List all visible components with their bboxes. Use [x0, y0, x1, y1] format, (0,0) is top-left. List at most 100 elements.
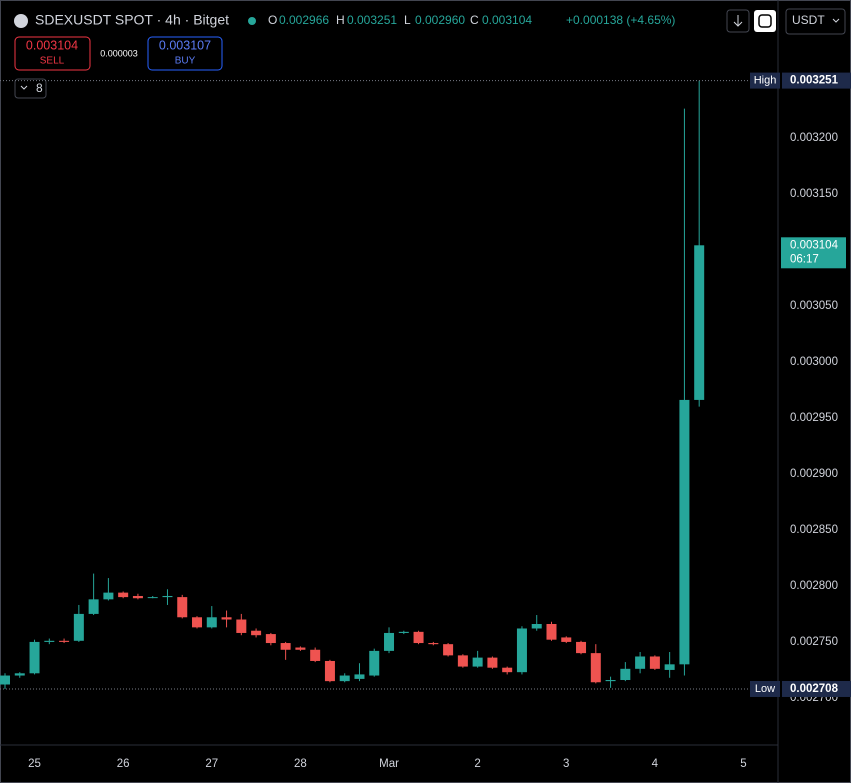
candle-body [44, 640, 55, 642]
candle-body [280, 643, 291, 650]
reset-icon [758, 14, 772, 28]
x-tick-label: 25 [28, 758, 41, 770]
indicator-count: 8 [36, 81, 43, 95]
marker-tag [750, 72, 780, 89]
candle-body [694, 245, 705, 400]
candle-body [487, 657, 498, 668]
candle-body [398, 631, 409, 633]
x-tick-label: 27 [205, 758, 218, 770]
symbol[interactable]: SDEXUSDT SPOT · 4h · Bitget [35, 12, 229, 28]
candle-body [177, 597, 188, 618]
candle-body [162, 595, 173, 598]
y-tick-label: 0.003000 [790, 356, 838, 368]
marker-value: 0.003251 [790, 75, 839, 87]
buy-price: 0.003107 [159, 38, 211, 52]
candle-body [192, 617, 203, 628]
x-tick-label: 5 [740, 758, 746, 770]
x-tick-label: 4 [652, 758, 659, 770]
candle-body [649, 656, 660, 669]
symbol-icon [14, 14, 28, 28]
sell-price: 0.003104 [26, 38, 78, 52]
ohlc-value: 0.002966 [279, 13, 329, 27]
candle-body [103, 592, 114, 600]
candle-body [339, 675, 350, 682]
ohlc-key: L [404, 13, 411, 27]
y-tick-label: 0.003050 [790, 300, 838, 312]
ohlc-key: H [336, 13, 345, 27]
indicator-toggle[interactable] [14, 78, 47, 99]
ohlc-value: 0.003104 [482, 13, 532, 27]
candle-body [73, 613, 84, 641]
candle-body [236, 619, 247, 633]
candle-body [206, 617, 217, 628]
candle-body [457, 655, 468, 667]
candle-body [576, 641, 587, 654]
candle-body [147, 597, 158, 599]
candle-body [369, 650, 380, 676]
candle-body [265, 634, 276, 644]
currency: USDT [792, 13, 825, 27]
candle-body [29, 641, 40, 674]
candle-body [502, 667, 513, 673]
y-tick-label: 0.002900 [790, 468, 838, 480]
countdown: 06:17 [790, 253, 819, 265]
candle-body [310, 649, 321, 661]
sell-button[interactable] [14, 36, 91, 71]
candle-body [546, 623, 557, 640]
chevron [832, 18, 840, 23]
change: +0.000138 (+4.65%) [566, 13, 675, 27]
buy-button[interactable] [147, 36, 223, 71]
ohlc: O 0.002966 H 0.003251 L 0.002960 C 0.003104 [268, 13, 532, 27]
ohlc-value: 0.002960 [415, 13, 465, 27]
arrow-icon [733, 15, 743, 27]
ohlc-key: O [268, 13, 277, 27]
marker-value: 0.002708 [790, 683, 839, 695]
candle-body [295, 647, 306, 650]
ohlc-value: 0.003251 [347, 13, 397, 27]
marker-tag [782, 680, 851, 697]
candle-body [14, 673, 25, 676]
candle-body [561, 637, 572, 642]
candle-body [221, 617, 232, 620]
sell-label: SELL [40, 56, 65, 67]
candle-body [443, 644, 454, 656]
marker-tag [782, 72, 851, 89]
candle-body [118, 592, 129, 598]
y-tick-label: 0.003200 [790, 132, 838, 144]
x-tick-label: 3 [563, 758, 569, 770]
candle-body [679, 399, 690, 665]
currency-select[interactable] [785, 8, 846, 35]
candle-body [516, 628, 527, 673]
candle-body [472, 657, 483, 667]
y-tick-label: 0.002950 [790, 412, 838, 424]
ohlc-key: C [470, 13, 479, 27]
candle-body [324, 660, 335, 682]
reset-button[interactable] [754, 10, 776, 32]
candle-body [251, 630, 262, 636]
candle-body [354, 674, 365, 679]
candle-body [664, 664, 675, 670]
candle-body [531, 623, 542, 629]
y-tick-label: 0.002750 [790, 636, 838, 648]
y-tick-label: 0.002800 [790, 580, 838, 592]
candle-body [88, 599, 99, 614]
candle-body [413, 631, 424, 644]
candle-body [605, 680, 616, 682]
candle-body [132, 595, 143, 599]
marker-label: High [754, 75, 777, 87]
last-price: 0.003104 [790, 239, 839, 251]
last-price-tag [781, 237, 846, 269]
y-tick-label: 0.003150 [790, 188, 838, 200]
buy-label: BUY [175, 56, 196, 67]
header: SDEXUSDT SPOT · 4h · Bitget O 0.002966 H 0.… [14, 8, 846, 99]
spread: 0.000003 [100, 48, 138, 58]
y-tick-label: 0.002850 [790, 524, 838, 536]
candle-body [384, 632, 395, 651]
candle-body [590, 653, 601, 683]
candle-body [620, 668, 631, 681]
candle-body [635, 656, 646, 669]
candle-body [59, 640, 70, 642]
